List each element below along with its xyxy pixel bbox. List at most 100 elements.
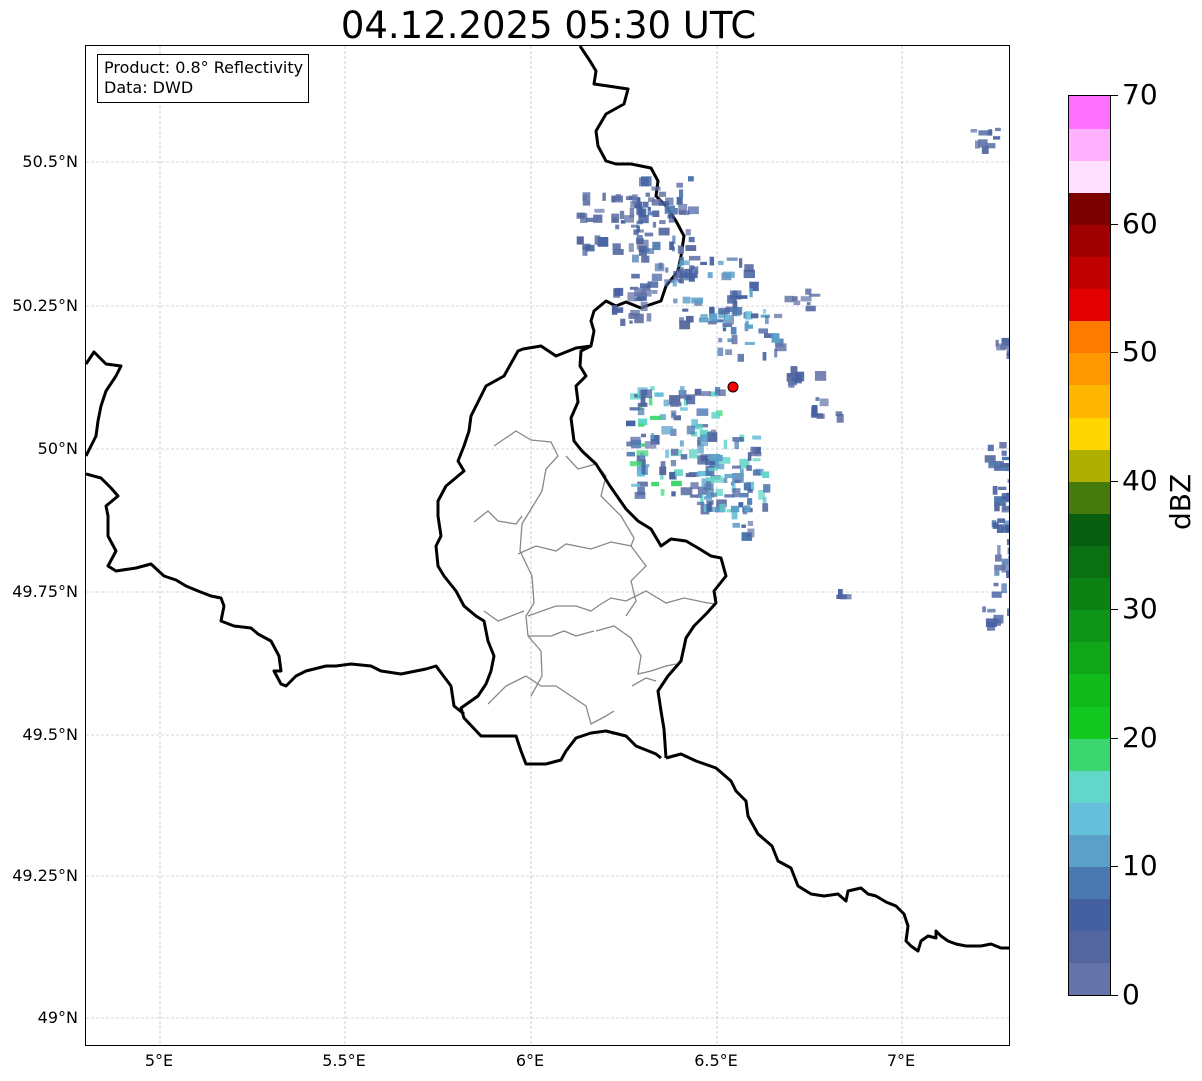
radar-echo-cell bbox=[699, 429, 708, 439]
radar-echo-cell bbox=[719, 503, 726, 512]
radar-echo-cell bbox=[679, 189, 684, 199]
colorbar-segment bbox=[1069, 738, 1110, 771]
radar-echo-cell bbox=[645, 248, 655, 254]
radar-echo-cell bbox=[697, 444, 704, 454]
radar-echo-cell bbox=[839, 594, 852, 600]
radar-echo-cell bbox=[1005, 492, 1009, 503]
radar-echo-cell bbox=[611, 213, 620, 223]
lat-label: 49.25°N bbox=[12, 866, 78, 885]
radar-echo-cell bbox=[647, 206, 651, 211]
radar-echo-cell bbox=[688, 176, 694, 182]
radar-echo-cell bbox=[1007, 479, 1009, 483]
radar-echo-cell bbox=[688, 206, 699, 215]
radar-echo-cell bbox=[995, 127, 1001, 132]
radar-echo-cell bbox=[747, 452, 752, 461]
radar-echo-cell bbox=[636, 197, 641, 206]
colorbar-segment bbox=[1069, 898, 1110, 932]
radar-echo-cell bbox=[749, 288, 753, 298]
radar-echo-cell bbox=[762, 309, 767, 314]
radar-echo-cell bbox=[705, 458, 716, 466]
border-belgium-germany bbox=[569, 46, 728, 759]
radar-echo-cell bbox=[659, 466, 667, 476]
radar-echo-cell bbox=[686, 425, 695, 435]
radar-echo-cell bbox=[640, 396, 646, 405]
radar-echo-cell bbox=[700, 494, 704, 504]
radar-echo-cell bbox=[758, 489, 765, 500]
radar-echo-cell bbox=[975, 140, 980, 149]
radar-echo-cell bbox=[739, 258, 743, 268]
radar-echo-cell bbox=[641, 433, 646, 438]
radar-echo-cell bbox=[763, 484, 771, 493]
radar-echo-cell bbox=[808, 293, 821, 297]
radar-echo-cell bbox=[660, 489, 665, 496]
radar-echo-cell bbox=[998, 486, 1007, 490]
radar-echo-cell bbox=[984, 455, 996, 463]
radar-echo-cell bbox=[676, 196, 683, 205]
radar-echo-cell bbox=[636, 292, 647, 301]
radar-echo-cell bbox=[651, 186, 661, 191]
radar-echo-cell bbox=[1004, 524, 1009, 533]
radar-echo-cell bbox=[746, 533, 751, 537]
radar-echo-cell bbox=[725, 314, 730, 320]
colorbar-tick bbox=[1110, 866, 1118, 868]
radar-echo-cell bbox=[1008, 555, 1009, 560]
radar-echo-cell bbox=[765, 315, 769, 325]
colorbar-tick bbox=[1110, 95, 1118, 96]
radar-echo-cell bbox=[731, 510, 738, 520]
radar-echo-cell bbox=[647, 211, 654, 216]
radar-echo-cell bbox=[654, 263, 665, 272]
radar-echo-cell bbox=[723, 271, 735, 278]
radar-echo-cell bbox=[725, 349, 733, 355]
district-border bbox=[525, 675, 615, 725]
radar-echo-cell bbox=[987, 608, 996, 613]
colorbar-segment bbox=[1069, 545, 1110, 579]
radar-echo-cell bbox=[637, 402, 648, 407]
radar-echo-cell bbox=[620, 220, 626, 224]
radar-echo-cell bbox=[640, 283, 651, 289]
radar-echo-cell bbox=[685, 245, 697, 251]
radar-echoes bbox=[576, 127, 1009, 631]
radar-echo-cell bbox=[993, 618, 1001, 626]
colorbar bbox=[1068, 95, 1111, 996]
district-border bbox=[473, 510, 523, 525]
radar-echo-cell bbox=[722, 328, 726, 332]
district-border bbox=[527, 590, 717, 617]
radar-echo-cell bbox=[633, 229, 639, 235]
radar-echo-cell bbox=[676, 182, 683, 188]
radar-echo-cell bbox=[800, 296, 812, 302]
radar-echo-cell bbox=[620, 318, 626, 326]
radar-echo-cell bbox=[629, 320, 633, 324]
colorbar-segment bbox=[1069, 160, 1110, 193]
radar-map[interactable] bbox=[85, 45, 1010, 1046]
radar-echo-cell bbox=[615, 224, 620, 230]
district-border bbox=[565, 455, 635, 547]
colorbar-segment bbox=[1069, 641, 1110, 675]
district-border bbox=[595, 625, 677, 675]
radar-echo-cell bbox=[594, 208, 605, 213]
radar-echo-cell bbox=[640, 301, 648, 312]
radar-echo-cell bbox=[634, 287, 646, 296]
colorbar-tick bbox=[1110, 737, 1118, 739]
radar-echo-cell bbox=[752, 435, 762, 440]
radar-echo-cell bbox=[663, 399, 670, 407]
radar-echo-cell bbox=[664, 205, 675, 214]
radar-echo-cell bbox=[665, 197, 674, 206]
radar-echo-cell bbox=[734, 440, 739, 450]
radar-echo-cell bbox=[729, 290, 742, 300]
radar-echo-cell bbox=[650, 386, 655, 391]
colorbar-tick bbox=[1110, 609, 1118, 611]
radar-echo-cell bbox=[700, 261, 707, 265]
radar-echo-cell bbox=[732, 473, 744, 483]
product-info-box: Product: 0.8° Reflectivity Data: DWD bbox=[97, 54, 310, 103]
radar-echo-cell bbox=[997, 545, 1001, 555]
radar-echo-cell bbox=[654, 392, 664, 397]
radar-echo-cell bbox=[730, 505, 740, 513]
radar-echo-cell bbox=[619, 210, 625, 220]
radar-echo-cell bbox=[718, 307, 731, 315]
radar-echo-cell bbox=[758, 328, 768, 334]
colorbar-segment bbox=[1069, 384, 1110, 418]
radar-echo-cell bbox=[704, 496, 713, 500]
radar-echo-cell bbox=[709, 256, 715, 266]
radar-echo-cell bbox=[995, 554, 1002, 562]
colorbar-unit-label: dBZ bbox=[1164, 473, 1197, 530]
